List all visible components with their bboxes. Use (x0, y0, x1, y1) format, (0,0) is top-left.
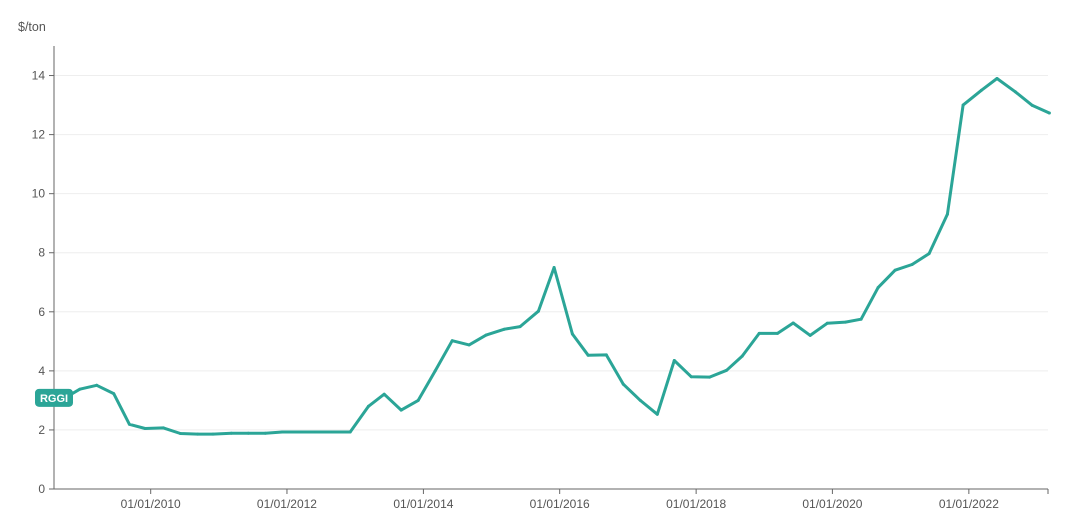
data-point (876, 286, 880, 290)
data-point (672, 359, 676, 362)
data-point (945, 212, 949, 216)
y-axis-ticks: 0 2 4 6 8 10 12 14 (32, 69, 54, 496)
data-point (331, 430, 335, 434)
data-point (740, 354, 744, 358)
data-point (995, 77, 999, 80)
y-tick-label: 0 (38, 482, 45, 496)
data-point (825, 321, 829, 325)
data-point (229, 431, 233, 435)
data-point (621, 382, 625, 386)
data-point (112, 392, 116, 396)
data-point (518, 325, 522, 329)
data-point (1047, 111, 1051, 115)
data-point (927, 252, 931, 256)
data-point (1013, 90, 1017, 94)
data-point (127, 422, 131, 426)
data-point (910, 263, 914, 266)
data-point (725, 368, 729, 372)
data-point (161, 426, 165, 430)
data-point (450, 339, 454, 343)
data-point (143, 427, 147, 430)
data-point (604, 353, 608, 357)
x-tick-label: 01/01/2022 (939, 497, 999, 511)
series-layer (62, 77, 1051, 436)
series-badge-layer: RGGI (35, 388, 73, 407)
series-badge-label: RGGI (40, 393, 68, 405)
data-point (280, 430, 284, 434)
data-point (502, 327, 506, 331)
gridlines (54, 75, 1048, 431)
y-tick-label: 2 (38, 423, 45, 437)
data-point (467, 343, 471, 347)
data-point (211, 432, 215, 436)
y-tick-label: 14 (32, 69, 46, 83)
data-point (196, 432, 200, 436)
axes (53, 46, 1049, 494)
x-tick-label: 01/01/2010 (121, 497, 181, 511)
y-tick-label: 8 (38, 246, 45, 260)
data-point (1030, 103, 1034, 107)
data-point (484, 333, 488, 337)
data-point (367, 404, 370, 408)
x-axis-ticks: 01/01/2010 01/01/2012 01/01/2014 01/01/2016… (121, 489, 999, 511)
data-point (638, 398, 642, 402)
data-point (263, 431, 267, 435)
data-point (416, 398, 420, 402)
data-point (808, 333, 812, 337)
data-point (708, 375, 712, 379)
series-line-rggi (62, 77, 1051, 436)
data-point (689, 375, 693, 379)
data-point (893, 268, 897, 272)
x-tick-label: 01/01/2014 (393, 497, 453, 511)
data-point (859, 317, 863, 321)
data-point (979, 88, 983, 92)
data-point (382, 392, 386, 396)
data-point (961, 103, 965, 107)
x-tick-label: 01/01/2012 (257, 497, 317, 511)
data-point (757, 331, 761, 335)
data-point (655, 412, 659, 416)
data-point (178, 432, 182, 435)
x-tick-label: 01/01/2018 (666, 497, 726, 511)
data-point (348, 430, 352, 434)
data-point (299, 430, 303, 434)
data-point (78, 387, 82, 391)
data-point (552, 266, 556, 269)
data-point (399, 408, 403, 412)
data-point (95, 383, 99, 387)
data-point (433, 369, 437, 373)
x-tick-label: 01/01/2020 (802, 497, 862, 511)
y-axis-unit-label: $/ton (18, 20, 46, 34)
series-badge-background (35, 388, 73, 407)
y-tick-label: 4 (38, 364, 45, 378)
x-tick-label: 01/01/2016 (530, 497, 590, 511)
data-point (246, 431, 250, 435)
data-point (791, 321, 795, 325)
y-tick-label: 12 (32, 128, 46, 142)
series-badge: RGGI (35, 388, 73, 407)
y-tick-label: 10 (32, 187, 46, 201)
data-point (844, 320, 847, 324)
data-point (536, 309, 540, 313)
data-point (570, 332, 574, 336)
data-point (314, 430, 318, 434)
data-point (776, 331, 779, 335)
data-point (586, 353, 590, 357)
y-tick-label: 6 (38, 305, 45, 319)
